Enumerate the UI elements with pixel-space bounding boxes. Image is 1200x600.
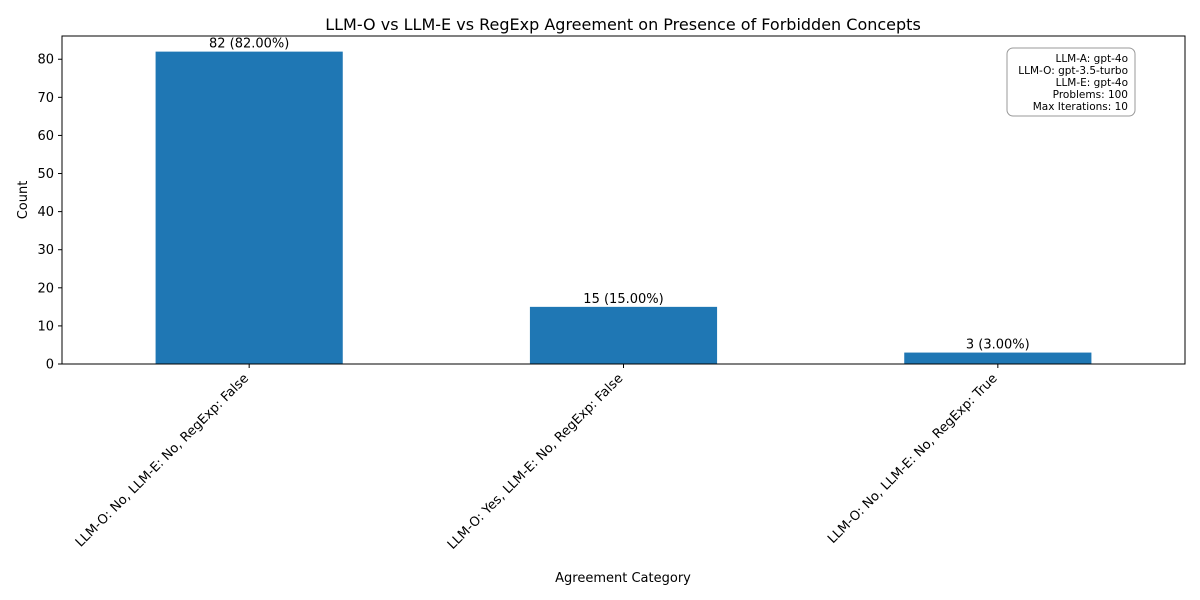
y-tick-label: 10 (37, 319, 54, 334)
x-axis: LLM-O: No, LLM-E: No, RegExp: False LLM-O… (73, 364, 1001, 553)
x-tick-label: LLM-O: No, LLM-E: No, RegExp: True (825, 371, 1001, 547)
y-tick-label: 30 (37, 243, 54, 258)
x-axis-label: Agreement Category (555, 571, 691, 586)
info-box-frame (1006, 47, 1136, 117)
y-tick-label: 20 (37, 281, 54, 296)
info-box: LLM-A: gpt-4o LLM-O: gpt-3.5-turbo LLM-E… (1006, 47, 1136, 117)
chart-title: LLM-O vs LLM-E vs RegExp Agreement on Pr… (325, 15, 921, 34)
y-tick-label: 50 (37, 167, 54, 182)
info-line: LLM-A: gpt-4o (1055, 53, 1128, 65)
bar-value-label: 82 (82.00%) (209, 37, 289, 52)
y-axis-label: Count (16, 181, 31, 220)
info-line: Max Iterations: 10 (1033, 101, 1128, 113)
info-line: LLM-O: gpt-3.5-turbo (1018, 65, 1128, 77)
bar (529, 306, 718, 364)
y-tick-label: 0 (46, 358, 54, 373)
info-line: Problems: 100 (1053, 89, 1128, 101)
data-labels-group: 82 (82.00%) 15 (15.00%) 3 (3.00%) (209, 37, 1030, 353)
x-tick-label: LLM-O: Yes, LLM-E: No, RegExp: False (445, 371, 626, 552)
y-tick-label: 70 (37, 91, 54, 106)
bar-value-label: 3 (3.00%) (966, 338, 1030, 353)
y-tick-label: 60 (37, 129, 54, 144)
y-tick-label: 80 (37, 53, 54, 68)
bar-value-label: 15 (15.00%) (583, 292, 663, 307)
info-line: LLM-E: gpt-4o (1056, 77, 1128, 89)
bar (155, 51, 343, 364)
bar (904, 352, 1092, 364)
x-tick-label: LLM-O: No, LLM-E: No, RegExp: False (73, 371, 252, 550)
y-tick-label: 40 (37, 205, 54, 220)
bars-group (155, 51, 1092, 364)
y-axis: 0 10 20 30 40 50 60 70 80 (37, 53, 62, 373)
